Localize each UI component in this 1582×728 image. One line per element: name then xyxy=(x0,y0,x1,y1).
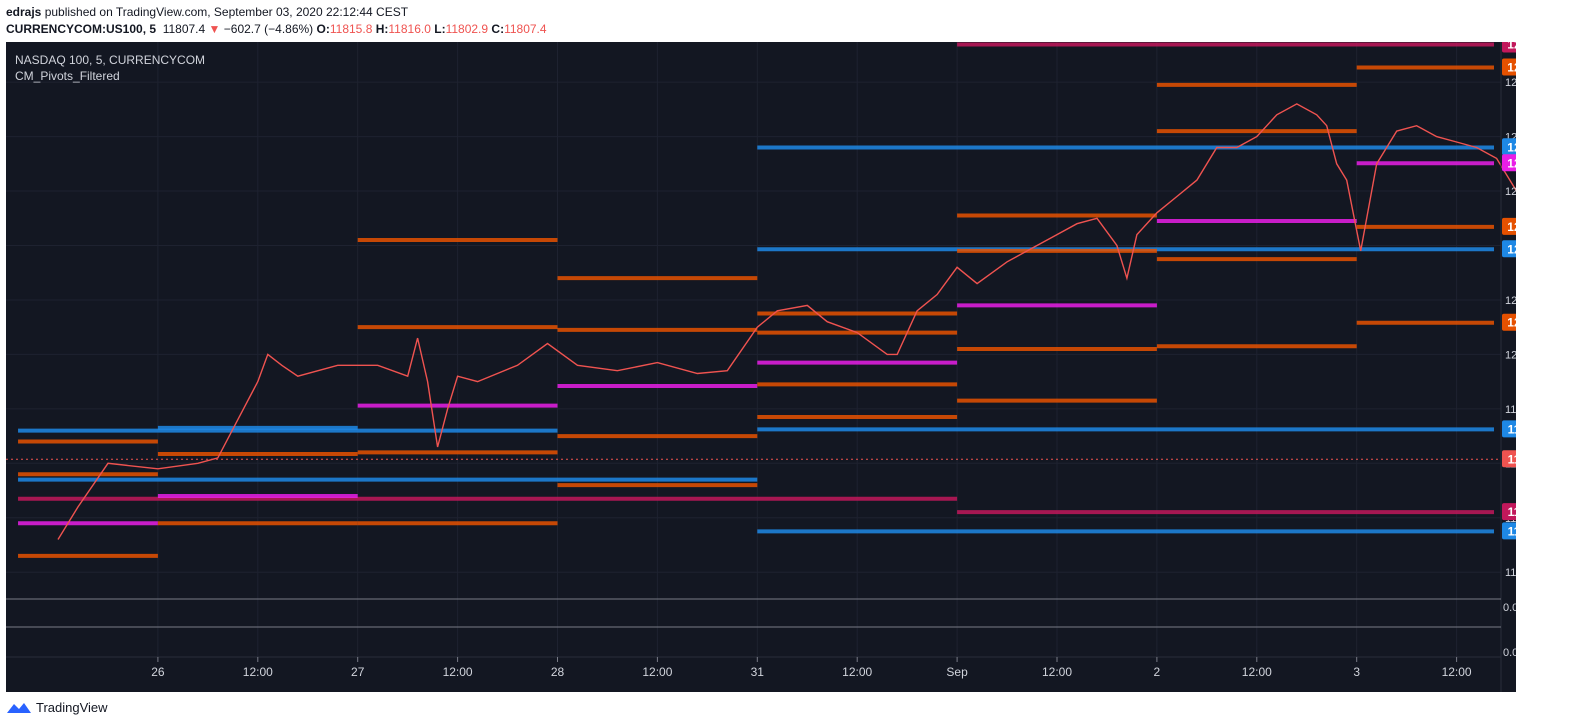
y-tick-label: 12300.0 xyxy=(1505,186,1516,198)
lower-pane-tick: 0.0 xyxy=(1503,602,1516,614)
x-tick-label: 27 xyxy=(351,665,365,679)
publisher-name: edrajs xyxy=(6,5,42,19)
price-label: 11675.0 xyxy=(1508,524,1516,538)
price-change: −602.7 (−4.86%) xyxy=(223,22,314,36)
y-tick-label: 11600.0 xyxy=(1505,567,1516,579)
x-tick-label: 28 xyxy=(551,665,565,679)
x-tick-label: 2 xyxy=(1154,665,1161,679)
y-tick-label: 11900.0 xyxy=(1505,404,1516,416)
tradingview-logo-icon xyxy=(7,702,31,713)
chart-area[interactable]: 11600.011700.011800.011900.012000.012100… xyxy=(6,35,1582,692)
price-label: 12058.2 xyxy=(1507,316,1516,330)
low-label: L: xyxy=(434,22,446,36)
high-value: 11816.0 xyxy=(388,22,431,36)
publish-date: published on TradingView.com, September … xyxy=(41,5,409,19)
footer-brand: TradingView xyxy=(36,700,108,715)
x-tick-label: 12:00 xyxy=(1242,665,1272,679)
down-arrow-icon: ▼ xyxy=(208,22,221,36)
price-label: 12193.0 xyxy=(1507,242,1516,256)
y-tick-label: 12000.0 xyxy=(1505,349,1516,361)
chart-background xyxy=(6,42,1516,692)
x-tick-label: 3 xyxy=(1353,665,1360,679)
x-tick-label: 26 xyxy=(151,665,165,679)
x-tick-label: 12:00 xyxy=(243,665,273,679)
chart-legend-title: NASDAQ 100, 5, CURRENCYCOM xyxy=(15,53,205,67)
price-label: 12234.1 xyxy=(1507,220,1516,234)
x-tick-label: 12:00 xyxy=(443,665,473,679)
price-label: 12351.0 xyxy=(1507,156,1516,170)
time-axis[interactable]: 26 12:00 27 12:00 28 12:00 31 12:00 Sep 12:00 2 12:… xyxy=(151,657,1560,679)
indicator-legend: CM_Pivots_Filtered xyxy=(15,69,120,83)
x-tick-label: 12:00 xyxy=(642,665,672,679)
price-label: 11710.4 xyxy=(1508,505,1516,519)
close-value: 11807.4 xyxy=(504,22,547,36)
x-tick-label: 31 xyxy=(751,665,765,679)
high-label: H: xyxy=(375,22,389,36)
price-chart[interactable]: 11600.011700.011800.011900.012000.012100… xyxy=(6,35,1582,692)
y-tick-label: 12100.0 xyxy=(1505,295,1516,307)
price-series xyxy=(57,103,1582,540)
lower-pane-tick-2: 0.00 xyxy=(1503,647,1516,659)
x-tick-label: 12:00 xyxy=(1042,665,1072,679)
low-value: 11802.9 xyxy=(445,22,489,36)
open-label: O: xyxy=(316,22,330,36)
y-tick-label: 12500.0 xyxy=(1505,77,1516,89)
price-label: 12569.0 xyxy=(1507,42,1516,52)
last-price: 11807.4 xyxy=(162,22,206,36)
open-value: 11815.8 xyxy=(329,22,373,36)
x-tick-label: 12:00 xyxy=(842,665,872,679)
pivot-lines xyxy=(18,42,1494,558)
price-label: 11862.3 xyxy=(1508,422,1516,436)
price-label: 11807.4 xyxy=(1508,452,1516,466)
x-tick-label: 12:00 xyxy=(1442,665,1472,679)
x-tick-label: Sep xyxy=(946,665,968,679)
symbol-label: CURRENCYCOM:US100, 5 xyxy=(6,22,157,36)
footer: TradingView xyxy=(6,700,108,715)
price-label: 12526.9 xyxy=(1507,60,1516,74)
price-label: 12380.3 xyxy=(1507,140,1516,154)
publish-info: edrajs published on TradingView.com, Sep… xyxy=(6,5,408,19)
close-label: C: xyxy=(491,22,505,36)
symbol-info: CURRENCYCOM:US100, 5 11807.4 ▼ −602.7 (−… xyxy=(6,22,547,36)
